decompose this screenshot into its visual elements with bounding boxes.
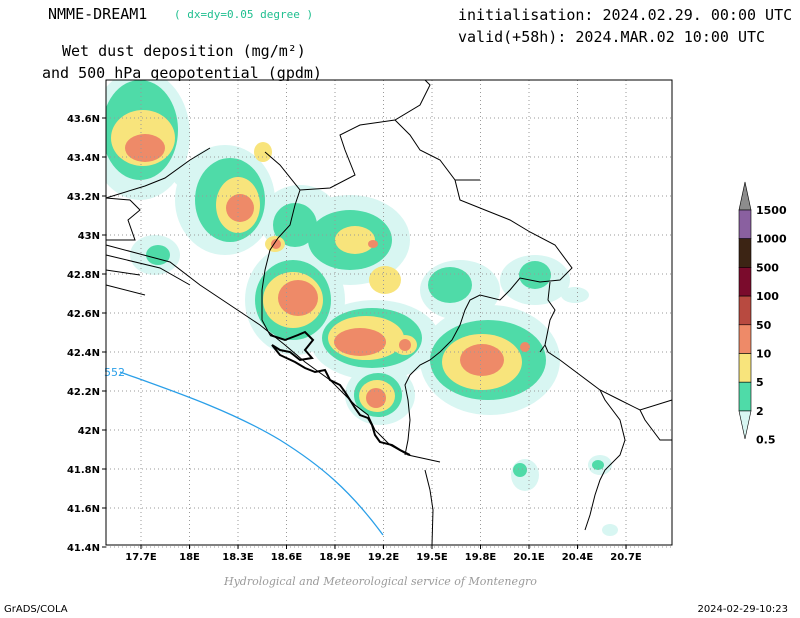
lat-tick-label: 42.8N	[67, 270, 100, 281]
lat-tick-label: 41.8N	[67, 465, 100, 476]
software-label: GrADS/COLA	[4, 604, 68, 615]
initialisation-time: initialisation: 2024.02.29. 00:00 UTC	[458, 6, 793, 24]
deposition-field	[106, 80, 618, 536]
lon-tick-label: 18E	[179, 552, 200, 563]
colorbar-box	[738, 267, 752, 297]
map-grid	[106, 80, 672, 548]
colorbar-label: 1000	[756, 233, 787, 246]
lon-tick-label: 19.8E	[465, 552, 497, 563]
latitude-tick-labels: 43.6N 43.4N 43.2N 43N 42.8N 42.6N 42.4N 42.2N 42…	[67, 114, 106, 554]
lat-tick-label: 43.2N	[67, 192, 100, 203]
model-resolution-note: ( dx=dy=0.05 degree )	[174, 8, 314, 21]
colorbar-label: 500	[756, 261, 779, 274]
lon-tick-label: 20.1E	[513, 552, 545, 563]
lon-tick-label: 18.9E	[319, 552, 351, 563]
montenegro-border	[269, 330, 411, 456]
footer-credit: Hydrological and Meteorological service …	[224, 575, 537, 588]
colorbar-label: 10	[756, 348, 772, 361]
variable-title-line2: and 500 hPa geopotential (gpdm)	[42, 64, 322, 82]
lat-tick-label: 42N	[78, 426, 100, 437]
colorbar-label: 1500	[756, 204, 787, 217]
generation-timestamp: 2024-02-29-10:23	[697, 604, 788, 615]
colorbar-label: 50	[756, 319, 772, 332]
contour-label: 552	[104, 366, 125, 379]
colorbar-box	[738, 238, 752, 268]
lat-tick-label: 41.4N	[67, 543, 100, 554]
model-title: NMME-DREAM1	[48, 5, 148, 23]
geopotential-contour: 552	[104, 366, 384, 536]
lon-tick-label: 20.4E	[562, 552, 594, 563]
deposition-level-10	[125, 134, 530, 408]
variable-title-line1: Wet dust deposition (mg/m²)	[62, 42, 306, 60]
valid-time: valid(+58h): 2024.MAR.02 10:00 UTC	[458, 28, 766, 46]
colorbar-bottom-arrow	[738, 410, 752, 439]
lon-tick-label: 18.6E	[271, 552, 303, 563]
lat-tick-label: 42.4N	[67, 348, 100, 359]
colorbar-label: 0.5	[756, 434, 776, 447]
colorbar-box	[738, 324, 752, 354]
colorbar-label: 100	[756, 290, 779, 303]
lat-tick-label: 42.6N	[67, 309, 100, 320]
lat-tick-label: 43.4N	[67, 153, 100, 164]
colorbar: 0.5 2 5 10 50 100 500 1000 1500	[738, 181, 787, 447]
colorbar-top-arrow	[738, 181, 752, 211]
colorbar-box	[738, 295, 752, 326]
colorbar-box	[738, 353, 752, 383]
lon-tick-label: 17.7E	[125, 552, 157, 563]
lon-tick-label: 19.2E	[368, 552, 400, 563]
lat-tick-label: 42.2N	[67, 387, 100, 398]
lat-tick-label: 43N	[78, 231, 100, 242]
lon-tick-label: 19.5E	[416, 552, 448, 563]
colorbar-label: 5	[756, 376, 764, 389]
colorbar-box	[738, 209, 752, 240]
colorbar-label: 2	[756, 405, 764, 418]
colorbar-box	[738, 381, 752, 412]
lon-tick-label: 20.7E	[610, 552, 642, 563]
lat-tick-label: 41.6N	[67, 504, 100, 515]
lat-tick-label: 43.6N	[67, 114, 100, 125]
lon-tick-label: 18.3E	[222, 552, 254, 563]
longitude-tick-labels: 17.7E 18E 18.3E 18.6E 18.9E 19.2E 19.5E 19.8E 20…	[125, 545, 642, 563]
